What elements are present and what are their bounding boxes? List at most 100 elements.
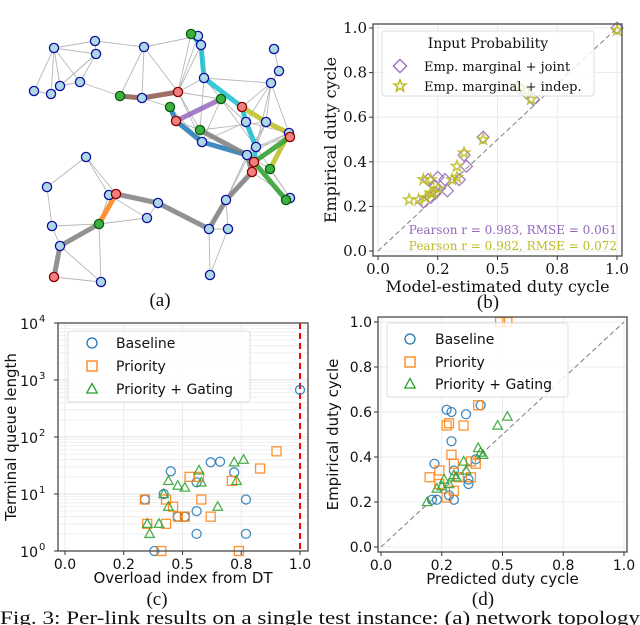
triangle-marker [228, 455, 241, 467]
network-node [74, 76, 86, 88]
legend-marker-star [391, 77, 409, 93]
destination-node [48, 271, 60, 283]
source-node [215, 93, 227, 105]
circle-marker [475, 400, 486, 411]
network-node [48, 42, 60, 54]
circle-marker [446, 406, 457, 418]
triangle-marker [141, 517, 154, 529]
square-marker [172, 511, 183, 522]
network-node [203, 223, 215, 235]
network-edge [245, 82, 272, 123]
network-node [90, 48, 102, 60]
network-node [89, 35, 101, 47]
y-tick-exponent: 3 [39, 371, 45, 382]
network-edge [265, 82, 272, 123]
diamond-marker [440, 183, 455, 198]
source-node [194, 124, 206, 136]
triangle-marker [457, 455, 470, 466]
legend-marker-triangle [85, 382, 99, 394]
network-node [268, 43, 280, 55]
legend-entry: Priority [435, 355, 485, 371]
network-edge [50, 47, 55, 95]
diamond-marker [476, 130, 491, 145]
y-axis-label: Empirical duty cycle [324, 359, 342, 511]
y-tick-label: 10 [20, 545, 38, 561]
square-marker [441, 420, 452, 431]
triangle-marker [153, 517, 165, 529]
legend-marker-circle [86, 337, 98, 349]
network-edge [53, 276, 102, 283]
network-edge [53, 40, 96, 49]
circle-marker [205, 457, 216, 468]
network-node [54, 80, 66, 92]
destination-node [170, 115, 182, 127]
square-marker [424, 472, 435, 483]
legend-marker-square [86, 360, 98, 372]
star-marker [449, 158, 465, 173]
triangle-marker [477, 448, 489, 460]
series-square [139, 446, 282, 557]
network-topology [28, 28, 296, 288]
legend-box [386, 322, 569, 398]
triangle-marker [195, 476, 208, 487]
source-node [280, 194, 292, 206]
square-marker [205, 511, 216, 522]
y-tick-label: 10 [20, 317, 38, 333]
network-edge [270, 82, 290, 134]
star-marker [401, 191, 417, 207]
network-node [198, 72, 210, 84]
panel-label-a: (a) [149, 290, 170, 311]
legend-title: Input Probability [428, 36, 548, 52]
triangle-marker [438, 473, 451, 484]
series-circle [139, 384, 306, 557]
triangle-marker [474, 446, 487, 457]
square-marker [470, 458, 481, 469]
triangle-marker [237, 453, 250, 464]
x-tick-label: 0.5 [171, 557, 193, 573]
square-marker [448, 458, 460, 469]
circle-marker [240, 494, 252, 505]
network-node [80, 151, 92, 163]
network-node [141, 212, 153, 224]
source-node [114, 90, 126, 102]
network-edge [143, 46, 179, 93]
star-marker [456, 145, 472, 160]
square-marker [226, 475, 238, 487]
square-marker [443, 418, 455, 429]
destination-node [172, 86, 184, 98]
triangle-marker [448, 468, 460, 480]
stats-annotation: Pearson r = 0.983, RMSE = 0.061 [409, 223, 617, 237]
figure-caption: Fig. 3: Per-link results on a single tes… [0, 608, 640, 625]
y-tick-base: 10 [20, 374, 38, 390]
network-edge [199, 77, 205, 131]
circle-marker [441, 404, 452, 415]
y-tick-label: 0.0 [350, 540, 372, 556]
star-marker [475, 131, 491, 146]
routed-path [240, 104, 292, 171]
network-edge [209, 228, 229, 276]
network-node [95, 276, 107, 288]
triangle-marker [450, 470, 463, 482]
network-edge [94, 40, 145, 48]
network-edge [225, 121, 267, 201]
network-node [46, 220, 58, 232]
legend-entry: Priority + Gating [116, 382, 233, 398]
source-node [264, 163, 276, 175]
y-tick-label: 0.8 [343, 64, 367, 82]
network-edge [53, 47, 81, 83]
network-edge [177, 33, 192, 93]
network-edge [53, 47, 97, 55]
network-edge [177, 91, 201, 131]
network-edge [79, 81, 121, 97]
square-marker [446, 449, 457, 460]
y-tick-label: 10 [20, 431, 38, 447]
x-tick-label: 0.0 [54, 557, 76, 573]
circle-marker [463, 478, 474, 490]
x-tick-label: 0.2 [426, 260, 450, 278]
network-edge [177, 35, 199, 93]
y-tick-label: 1.0 [343, 19, 367, 37]
legend-marker-diamond [392, 58, 408, 74]
square-marker [160, 494, 172, 505]
network-edge [85, 156, 110, 196]
